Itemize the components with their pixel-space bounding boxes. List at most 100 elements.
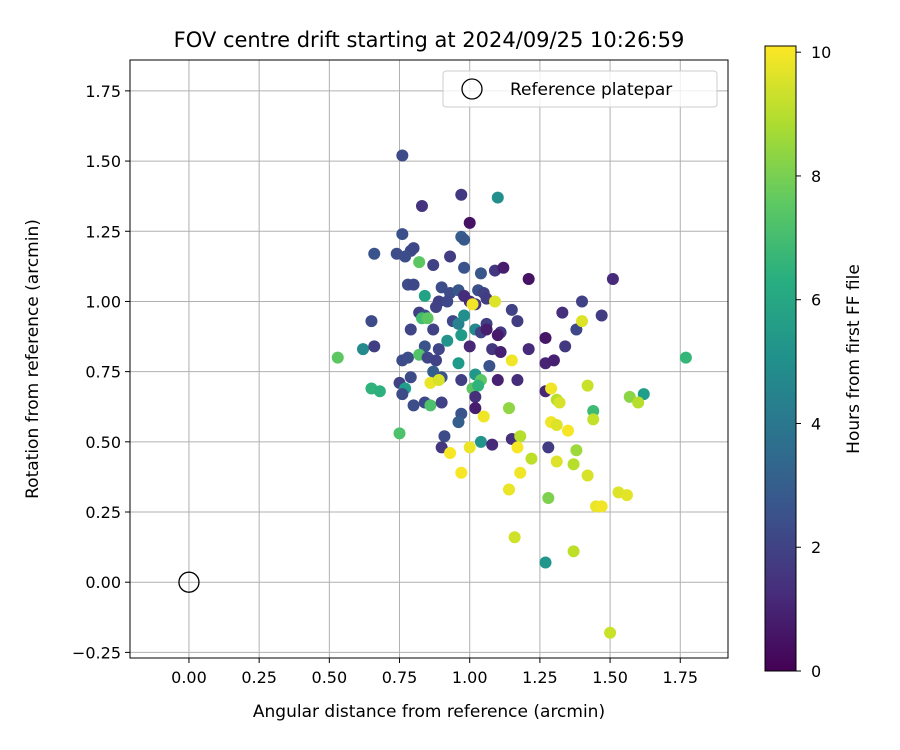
data-point [418,289,431,302]
data-point [474,267,487,280]
data-point [463,441,476,454]
x-tick-label: 0.75 [382,668,418,687]
data-point [472,379,485,392]
y-axis-label: Rotation from reference (arcmin) [23,219,43,499]
data-point [477,410,490,423]
data-point [545,382,558,395]
x-axis-label: Angular distance from reference (arcmin) [253,702,605,722]
data-point [396,388,409,401]
data-point [483,360,496,373]
data-point [430,354,443,367]
data-point [539,556,552,569]
data-point [368,247,381,260]
data-point [514,430,527,443]
data-point [511,441,524,454]
data-point [561,424,574,437]
data-point [463,216,476,229]
data-point [407,399,420,412]
x-tick-label: 1.00 [452,668,488,687]
data-point [455,466,468,479]
data-point [432,343,445,356]
data-point [550,455,563,468]
data-point [435,441,448,454]
colorbar-tick-label: 2 [811,538,821,557]
data-point [637,388,650,401]
colorbar: 0 2 4 6 8 10 Hours from first FF file [764,43,864,681]
data-point [373,385,386,398]
data-point [632,396,645,409]
y-tick-label: 1.25 [85,222,121,241]
reference-platepar-marker [178,571,200,593]
data-point [452,416,465,429]
plot-frame [129,59,729,659]
legend: Reference platepar [442,70,718,108]
data-point [505,354,518,367]
data-point [587,404,600,417]
colorbar-ticks: 0 2 4 6 8 10 [796,43,831,681]
data-point [508,531,521,544]
x-tick-label: 1.50 [592,668,628,687]
data-point [567,545,580,558]
data-point [581,379,594,392]
data-point [396,149,409,162]
data-point [435,281,448,294]
data-point [407,278,420,291]
colorbar-tick-label: 8 [811,167,821,186]
data-point [679,351,692,364]
data-point [514,466,527,479]
colorbar-tick-label: 10 [811,43,831,62]
data-point [463,340,476,353]
data-points [331,149,692,639]
data-point [466,298,479,311]
data-point [458,233,471,246]
data-point [556,306,569,319]
data-point [604,626,617,639]
data-point [576,295,589,308]
legend-box [442,70,718,108]
y-tick-label: 1.00 [85,292,121,311]
data-point [432,374,445,387]
chart-title: FOV centre drift starting at 2024/09/25 … [174,28,685,52]
data-point [480,323,493,336]
y-tick-label: −0.25 [72,643,121,662]
data-point [452,357,465,370]
data-point [399,250,412,263]
data-point [427,365,440,378]
legend-label: Reference platepar [510,80,672,100]
data-point [458,309,471,322]
data-point [407,242,420,255]
y-axis-ticks: −0.25 0.00 0.25 0.50 0.75 1.00 1.25 1.50 1.75 [72,82,130,662]
data-point [511,315,524,328]
data-point [567,458,580,471]
data-point [441,334,454,347]
data-point [542,441,555,454]
data-point [511,374,524,387]
data-point [455,329,468,342]
data-point [438,430,451,443]
data-point [469,402,482,415]
colorbar-tick-label: 0 [811,662,821,681]
data-point [491,374,504,387]
data-point [522,343,535,356]
data-point [606,272,619,285]
colorbar-tick-label: 4 [811,414,821,433]
data-point [430,301,443,314]
data-point [497,261,510,274]
data-point [547,354,560,367]
data-point [424,399,437,412]
colorbar-gradient [764,45,797,672]
data-point [444,447,457,460]
data-point [469,390,482,403]
x-tick-label: 0.25 [241,668,277,687]
data-point [503,402,516,415]
data-point [452,317,465,330]
data-point [404,371,417,384]
data-point [623,390,636,403]
data-point [505,303,518,316]
data-point [486,438,499,451]
data-point [570,444,583,457]
data-point [522,272,535,285]
data-point [427,323,440,336]
y-tick-label: 0.25 [85,503,121,522]
